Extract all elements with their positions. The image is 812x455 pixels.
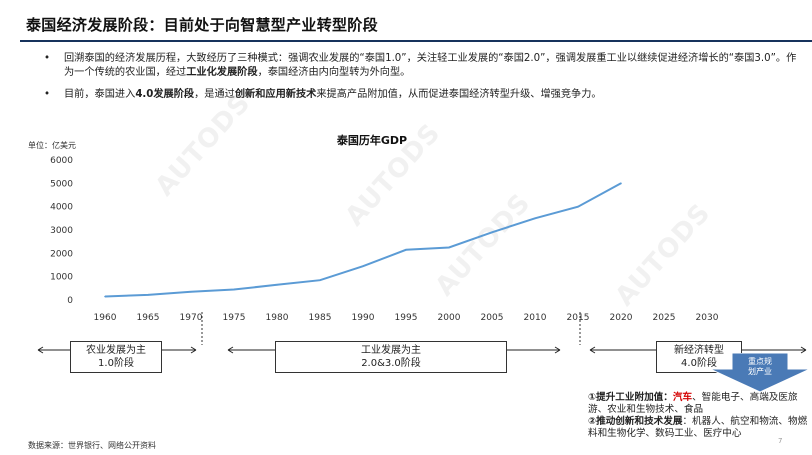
- bullet-1-bold: 工业化发展阶段: [186, 67, 258, 78]
- x-tick-label: 2010: [524, 313, 547, 323]
- stage-agriculture-box: 农业发展为主 1.0阶段: [70, 341, 162, 373]
- note-item-1: ①提升工业附加值：汽车、智能电子、高端及医旅游、农业和生物技术、食品: [588, 392, 812, 416]
- x-axis-ticks: 1960 1965 1970 1975 1980 1985 1990 1995 2000 2005…: [94, 313, 719, 323]
- note-1-colon: ：: [663, 392, 673, 403]
- stage-industry-phase: 2.0&3.0阶段: [361, 358, 421, 369]
- gdp-series-points: [104, 182, 622, 298]
- x-tick-label: 1975: [223, 313, 246, 323]
- bullet-item-2: 目前，泰国进入4.0发展阶段，是通过创新和应用新技术来提高产品附加值，从而促进泰…: [44, 88, 799, 102]
- focus-label-line2: 划产业: [748, 367, 772, 376]
- x-tick-label: 2000: [438, 313, 461, 323]
- x-tick-label: 1985: [309, 313, 332, 323]
- stage-industry-title: 工业发展为主: [361, 345, 421, 356]
- note-2-rest: ：机器人、航空和物流、物燃料和生物化学、数码工业、医疗中心: [588, 416, 808, 439]
- y-tick-label: 5000: [50, 179, 73, 189]
- x-tick-label: 2025: [653, 313, 676, 323]
- bullet-2-text-end: 来提高产品附加值，从而促进泰国经济转型升级、增强竞争力。: [316, 89, 602, 100]
- stage-new-economy-title: 新经济转型: [674, 345, 724, 356]
- x-tick-label: 1995: [395, 313, 418, 323]
- gdp-point: [534, 217, 536, 220]
- note-1-label: ①提升工业附加值: [588, 392, 664, 403]
- gdp-point: [448, 246, 450, 249]
- note-1-highlight: 汽车: [672, 392, 693, 403]
- y-tick-label: 6000: [50, 156, 73, 166]
- x-tick-label: 2020: [610, 313, 633, 323]
- gdp-point: [577, 205, 579, 208]
- bullet-1-text: 回溯泰国的经济发展历程，大致经历了三种模式：强调农业发展的“泰国1.0”，关注轻…: [64, 53, 797, 78]
- gdp-point: [362, 265, 364, 267]
- page-title: 泰国经济发展阶段：目前处于向智慧型产业转型阶段: [26, 16, 378, 34]
- stage-industry-box: 工业发展为主 2.0&3.0阶段: [275, 341, 507, 373]
- bullet-1-text-end: ，泰国经济由内向型转为外向型。: [257, 67, 411, 78]
- title-divider: [20, 40, 812, 42]
- y-tick-label: 1000: [50, 273, 73, 283]
- data-source: 数据来源：世界银行、网络公开资料: [28, 441, 156, 450]
- gdp-point: [319, 279, 321, 281]
- gdp-point: [620, 182, 622, 185]
- gdp-series-line: [104, 182, 622, 298]
- x-tick-label: 1965: [137, 313, 160, 323]
- focus-label-line1: 重点规: [748, 357, 772, 366]
- note-2-label: ②推动创新和技术发展: [588, 416, 683, 427]
- gdp-point: [491, 231, 493, 234]
- gdp-point: [104, 295, 106, 298]
- bullet-2-text: 目前，泰国进入: [64, 89, 136, 100]
- x-tick-label: 1980: [266, 313, 289, 323]
- bullet-2-bold-stage: 4.0发展阶段: [135, 89, 195, 100]
- y-axis-ticks: 0 1000 2000 3000 4000 5000 6000: [50, 156, 73, 306]
- page-number: 7: [778, 437, 783, 445]
- stage-agriculture-title: 农业发展为主: [86, 345, 146, 356]
- y-tick-label: 0: [67, 296, 73, 306]
- stage-new-economy-box: 新经济转型 4.0阶段: [656, 341, 742, 373]
- gdp-point: [147, 294, 149, 296]
- chart-unit-label: 单位：亿美元: [28, 140, 76, 150]
- focus-industry-arrow: [710, 353, 811, 393]
- focus-industries-notes: ①提升工业附加值：汽车、智能电子、高端及医旅游、农业和生物技术、食品 ②推动创新…: [588, 392, 812, 440]
- x-tick-label: 2015: [567, 313, 590, 323]
- focus-industry-arrow-label: 重点规 划产业: [732, 357, 788, 377]
- x-tick-label: 2030: [696, 313, 719, 323]
- bullet-2-bold-innovation: 创新和应用新技术: [234, 89, 317, 100]
- x-tick-label: 1990: [352, 313, 375, 323]
- stage-new-economy-phase: 4.0阶段: [681, 358, 717, 369]
- gdp-point: [233, 288, 235, 291]
- y-tick-label: 2000: [50, 249, 73, 259]
- x-tick-label: 1960: [94, 313, 117, 323]
- gdp-point: [405, 249, 407, 251]
- gdp-point: [190, 291, 192, 293]
- x-tick-label: 1970: [180, 313, 203, 323]
- gdp-line-chart: 单位：亿美元 泰国历年GDP 0 1000 2000 3000 4000 5000 6000…: [28, 133, 719, 345]
- note-item-2: ②推动创新和技术发展：机器人、航空和物流、物燃料和生物化学、数码工业、医疗中心: [588, 416, 812, 440]
- x-tick-label: 2005: [481, 313, 504, 323]
- bullet-2-text-mid: ，是通过: [194, 89, 235, 100]
- y-tick-label: 4000: [50, 203, 73, 213]
- gdp-point: [276, 284, 278, 286]
- bullet-list: 回溯泰国的经济发展历程，大致经历了三种模式：强调农业发展的“泰国1.0”，关注轻…: [44, 52, 799, 110]
- bullet-item-1: 回溯泰国的经济发展历程，大致经历了三种模式：强调农业发展的“泰国1.0”，关注轻…: [44, 52, 799, 80]
- chart-title: 泰国历年GDP: [336, 133, 407, 147]
- note-1-rest: 、智能电子、高端及医旅游、农业和生物技术、食品: [588, 392, 798, 415]
- y-tick-label: 3000: [50, 226, 73, 236]
- stage-agriculture-phase: 1.0阶段: [98, 358, 134, 369]
